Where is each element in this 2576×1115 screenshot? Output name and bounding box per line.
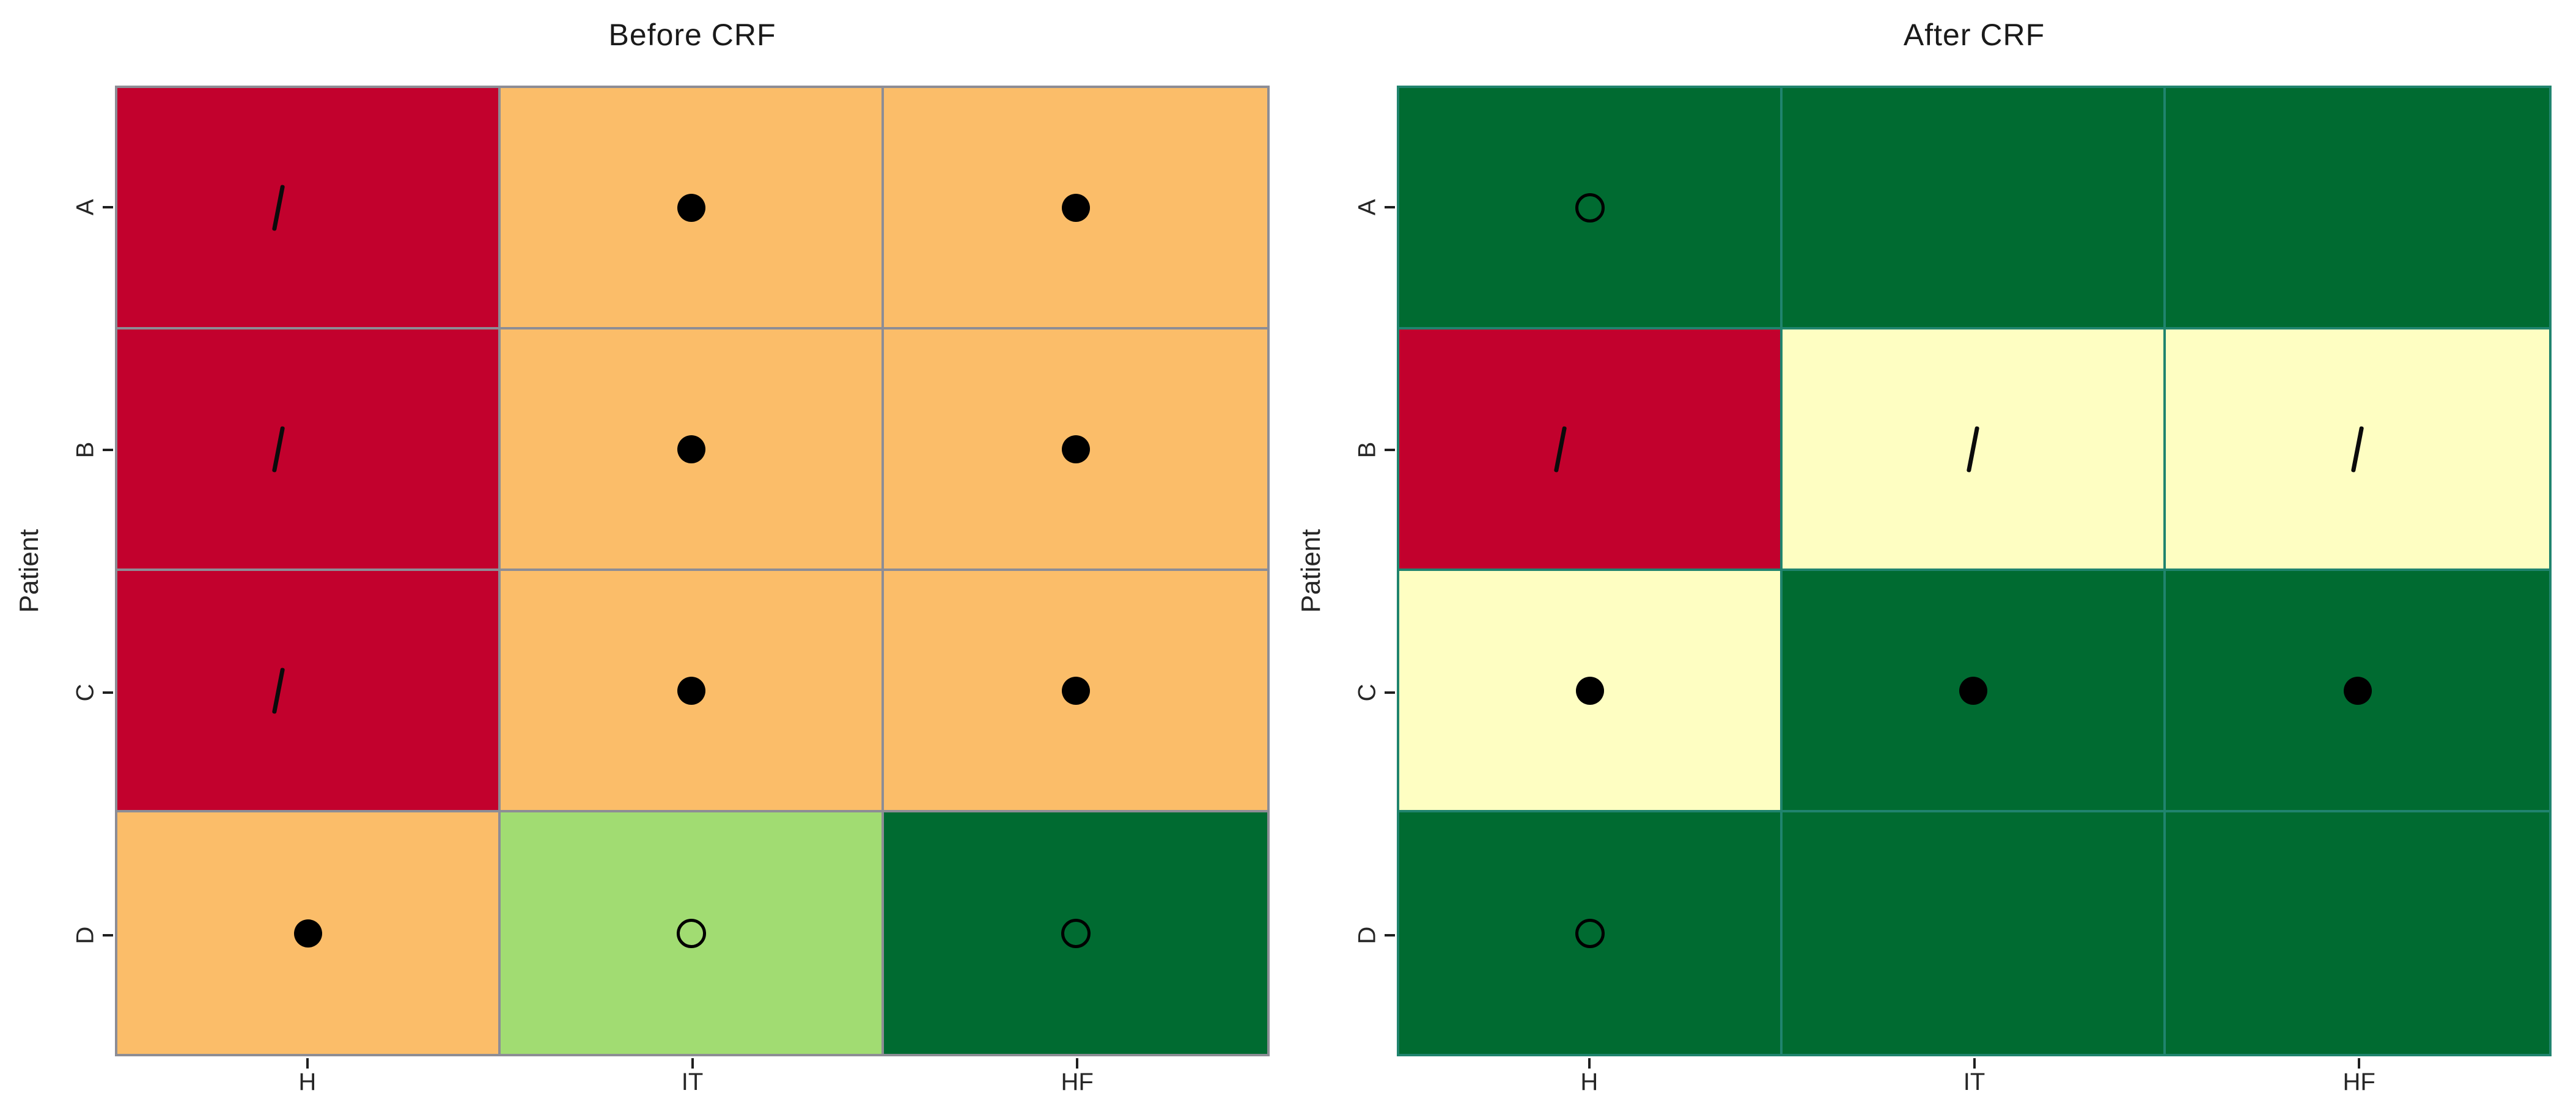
x-tick-mark bbox=[1973, 1058, 1976, 1069]
heatmap-cell-A-HF bbox=[884, 88, 1267, 329]
slash-icon bbox=[271, 425, 285, 473]
y-tick-label-A: A bbox=[72, 199, 99, 215]
heatmap-cell-C-HF bbox=[884, 571, 1267, 812]
y-axis-label: Patient bbox=[14, 529, 44, 613]
heatmap-cell-A-HF bbox=[2166, 88, 2549, 329]
y-tick-mark bbox=[103, 691, 113, 694]
heatmap-cell-C-IT bbox=[1783, 571, 2166, 812]
x-tick-mark bbox=[1076, 1058, 1079, 1069]
y-tick-mark bbox=[103, 448, 113, 451]
y-tick-label-C: C bbox=[72, 683, 99, 701]
y-tick-label-B: B bbox=[1353, 441, 1381, 458]
x-tick-label-IT: IT bbox=[1963, 1069, 1985, 1095]
heatmap-cell-D-HF bbox=[2166, 812, 2549, 1054]
open-circle-icon bbox=[1575, 193, 1605, 223]
y-tick-mark bbox=[103, 205, 113, 208]
y-tick-label-D: D bbox=[1353, 926, 1381, 944]
x-tick-mark bbox=[691, 1058, 694, 1069]
heatmap-cell-C-H bbox=[1399, 571, 1783, 812]
heatmap-cell-D-H bbox=[1399, 812, 1783, 1054]
y-tick-mark bbox=[1385, 933, 1395, 937]
heatmap-cell-A-IT bbox=[1783, 88, 2166, 329]
y-tick-mark bbox=[1385, 691, 1395, 694]
filled-circle-icon bbox=[677, 193, 705, 222]
filled-circle-icon bbox=[677, 435, 705, 463]
slash-icon bbox=[1966, 425, 1980, 473]
heatmap-plot bbox=[115, 86, 1270, 1056]
heatmap-cell-B-IT bbox=[501, 329, 884, 571]
y-tick-label-D: D bbox=[72, 926, 99, 944]
heatmap-cell-A-H bbox=[1399, 88, 1783, 329]
open-circle-icon bbox=[676, 918, 706, 948]
chart-after-crf: After CRF Patient A B C D H IT HF bbox=[1282, 0, 2576, 1115]
chart-title: After CRF bbox=[1903, 18, 2045, 52]
y-tick-mark bbox=[1385, 448, 1395, 451]
heatmap-plot bbox=[1397, 86, 2552, 1056]
heatmap-cell-D-H bbox=[117, 812, 501, 1054]
y-axis-label: Patient bbox=[1296, 529, 1326, 613]
heatmap-cell-D-HF bbox=[884, 812, 1267, 1054]
chart-title: Before CRF bbox=[608, 18, 776, 52]
x-tick-mark bbox=[306, 1058, 309, 1069]
heatmap-cell-B-HF bbox=[2166, 329, 2549, 571]
filled-circle-icon bbox=[2343, 676, 2372, 705]
heatmap-cell-D-IT bbox=[501, 812, 884, 1054]
y-tick-label-B: B bbox=[72, 441, 99, 458]
x-tick-label-IT: IT bbox=[681, 1069, 704, 1095]
x-tick-label-H: H bbox=[298, 1069, 317, 1095]
x-tick-label-HF: HF bbox=[2342, 1069, 2375, 1095]
x-tick-mark bbox=[1588, 1058, 1591, 1069]
filled-circle-icon bbox=[1959, 676, 1987, 705]
y-tick-mark bbox=[103, 933, 113, 937]
heatmap-cell-B-H bbox=[1399, 329, 1783, 571]
slash-icon bbox=[2350, 425, 2364, 473]
y-tick-label-C: C bbox=[1353, 683, 1381, 701]
open-circle-icon bbox=[1575, 918, 1605, 948]
heatmap-cell-B-H bbox=[117, 329, 501, 571]
x-tick-label-HF: HF bbox=[1061, 1069, 1094, 1095]
x-tick-label-H: H bbox=[1580, 1069, 1599, 1095]
x-tick-mark bbox=[2358, 1058, 2361, 1069]
heatmap-cell-C-H bbox=[117, 571, 501, 812]
filled-circle-icon bbox=[677, 676, 705, 705]
slash-icon bbox=[271, 667, 285, 714]
heatmap-cell-A-H bbox=[117, 88, 501, 329]
heatmap-cell-A-IT bbox=[501, 88, 884, 329]
heatmap-cell-C-IT bbox=[501, 571, 884, 812]
heatmap-cell-C-HF bbox=[2166, 571, 2549, 812]
slash-icon bbox=[1553, 425, 1567, 473]
heatmap-cell-D-IT bbox=[1783, 812, 2166, 1054]
y-tick-label-A: A bbox=[1353, 199, 1381, 215]
slash-icon bbox=[271, 184, 285, 231]
y-tick-mark bbox=[1385, 205, 1395, 208]
filled-circle-icon bbox=[1061, 435, 1090, 463]
chart-before-crf: Before CRF Patient A B C D H IT HF bbox=[14, 18, 1270, 1095]
heatmap-cell-B-HF bbox=[884, 329, 1267, 571]
heatmap-cell-B-IT bbox=[1783, 329, 2166, 571]
filled-circle-icon bbox=[1061, 676, 1090, 705]
filled-circle-icon bbox=[1575, 676, 1604, 705]
filled-circle-icon bbox=[293, 919, 322, 948]
open-circle-icon bbox=[1061, 918, 1091, 948]
filled-circle-icon bbox=[1061, 193, 1090, 222]
